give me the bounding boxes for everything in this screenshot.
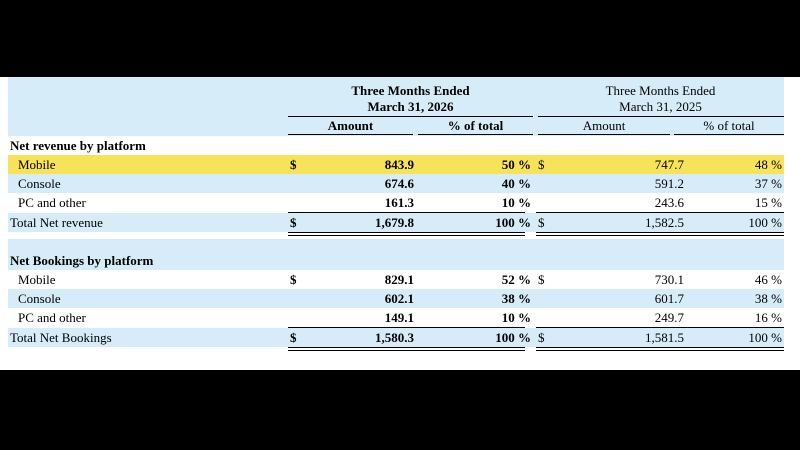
amount-2025: 249.7	[654, 310, 684, 325]
subtotal-rule-2	[536, 212, 784, 213]
period1-line2: March 31, 2026	[367, 99, 454, 114]
total-double-rule-2	[536, 232, 784, 236]
amount-2025: 747.7	[654, 157, 684, 172]
amount-2026: 843.9	[384, 157, 414, 172]
table-row: Mobile $ 843.9 50 % $ 747.7 48 %	[8, 155, 784, 174]
amount-2025: 243.6	[654, 195, 684, 210]
total-label: Total Net revenue	[10, 215, 103, 230]
row-label: Console	[18, 176, 61, 191]
dollar-sign: $	[290, 215, 297, 230]
total-double-rule-1	[288, 232, 525, 236]
amount-2025: 591.2	[654, 176, 684, 191]
pct-rule-2	[674, 134, 784, 135]
total-amount-2025: 1,582.5	[645, 215, 684, 230]
total-row: Total Net Bookings $ 1,580.3 100 % $ 1,5…	[8, 328, 784, 347]
amount-rule-1	[288, 134, 413, 135]
row-label: PC and other	[18, 195, 86, 210]
col-amount-1: Amount	[327, 118, 374, 133]
dollar-sign: $	[538, 272, 545, 287]
col-pct-1: % of total	[447, 118, 504, 133]
section-title-bookings: Net Bookings by platform	[10, 253, 154, 268]
pct-2026: 40 %	[501, 176, 531, 191]
dollar-sign: $	[290, 157, 297, 172]
period1-line1: Three Months Ended	[351, 83, 470, 98]
amount-2026: 161.3	[384, 195, 414, 210]
pct-2025: 48 %	[754, 157, 782, 172]
period1-header: Three Months Ended March 31, 2026	[288, 83, 533, 115]
total-amount-2026: 1,580.3	[375, 330, 414, 345]
total-amount-2026: 1,679.8	[375, 215, 414, 230]
row-label: Mobile	[18, 157, 56, 172]
total-row: Total Net revenue $ 1,679.8 100 % $ 1,58…	[8, 213, 784, 232]
row-label: Console	[18, 291, 61, 306]
subtotal-rule-2	[536, 327, 784, 328]
pct-2026: 38 %	[501, 291, 531, 306]
total-double-rule-2	[536, 347, 784, 351]
table-header: Three Months Ended March 31, 2026 Three …	[8, 77, 784, 136]
pct-2025: 15 %	[754, 195, 782, 210]
table-row: PC and other 149.1 10 % 249.7 16 %	[8, 308, 784, 327]
table-row: Mobile $ 829.1 52 % $ 730.1 46 %	[8, 270, 784, 289]
total-amount-2025: 1,581.5	[645, 330, 684, 345]
section-title-row: Net Bookings by platform	[8, 251, 784, 270]
pct-2026: 52 %	[501, 272, 531, 287]
row-label: PC and other	[18, 310, 86, 325]
total-pct-2026: 100 %	[495, 330, 531, 345]
period2-line1: Three Months Ended	[605, 83, 716, 98]
total-label: Total Net Bookings	[10, 330, 112, 345]
total-double-rule-1	[288, 347, 525, 351]
col-pct-2: % of total	[703, 118, 755, 133]
col-amount-2: Amount	[582, 118, 626, 133]
pct-2025: 37 %	[754, 176, 782, 191]
table-row: PC and other 161.3 10 % 243.6 15 %	[8, 193, 784, 212]
dollar-sign: $	[538, 157, 545, 172]
dollar-sign: $	[538, 330, 545, 345]
subtotal-rule-1	[288, 212, 525, 213]
financial-table: Three Months Ended March 31, 2026 Three …	[0, 77, 800, 370]
header-rule-1	[288, 116, 533, 117]
amount-2025: 730.1	[654, 272, 684, 287]
total-pct-2025: 100 %	[748, 330, 782, 345]
row-label: Mobile	[18, 272, 56, 287]
amount-2026: 674.6	[384, 176, 414, 191]
table-row: Console 674.6 40 % 591.2 37 %	[8, 174, 784, 193]
header-rule-2	[538, 116, 784, 117]
amount-2026: 602.1	[384, 291, 414, 306]
amount-2025: 601.7	[654, 291, 684, 306]
pct-2025: 16 %	[754, 310, 782, 325]
dollar-sign: $	[290, 272, 297, 287]
section-title-row: Net revenue by platform	[8, 136, 784, 155]
pct-2026: 10 %	[501, 310, 531, 325]
pct-rule-1	[418, 134, 533, 135]
amount-2026: 829.1	[384, 272, 414, 287]
amount-rule-2	[538, 134, 670, 135]
dollar-sign: $	[538, 215, 545, 230]
period2-line2: March 31, 2025	[619, 99, 702, 114]
table-row: Console 602.1 38 % 601.7 38 %	[8, 289, 784, 308]
pct-2025: 46 %	[754, 272, 782, 287]
dollar-sign: $	[290, 330, 297, 345]
subtotal-rule-1	[288, 327, 525, 328]
pct-2026: 10 %	[501, 195, 531, 210]
section-title-revenue: Net revenue by platform	[10, 138, 146, 153]
amount-2026: 149.1	[384, 310, 414, 325]
period2-header: Three Months Ended March 31, 2025	[538, 83, 783, 115]
total-pct-2026: 100 %	[495, 215, 531, 230]
pct-2025: 38 %	[754, 291, 782, 306]
pct-2026: 50 %	[501, 157, 531, 172]
total-pct-2025: 100 %	[748, 215, 782, 230]
spacer-row	[8, 239, 784, 251]
